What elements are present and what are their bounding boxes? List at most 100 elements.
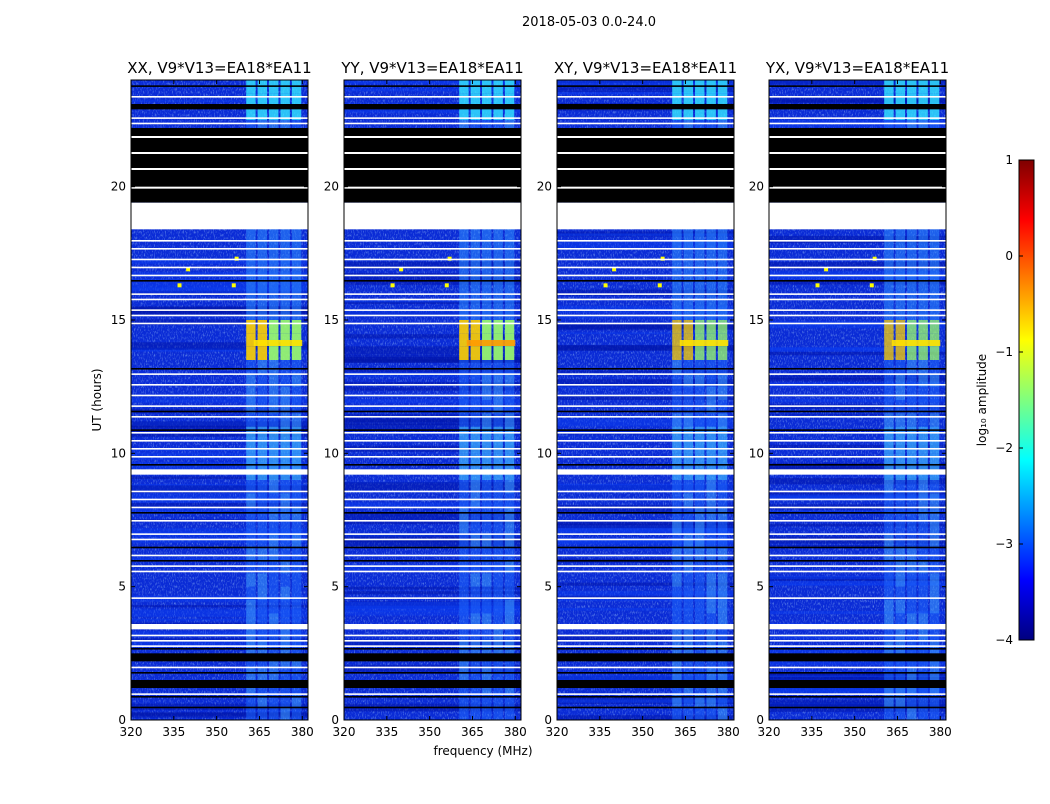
flag-line-black <box>131 672 308 674</box>
flagged-black <box>557 653 734 662</box>
time-band <box>769 80 946 85</box>
time-band <box>769 262 946 269</box>
rfi-segment <box>895 586 906 600</box>
flag-line-white <box>344 640 521 642</box>
flag-line-white <box>344 456 521 458</box>
flag-line-white <box>131 693 308 695</box>
time-band <box>769 544 946 547</box>
rfi-segment <box>695 360 705 374</box>
flag-line-white <box>557 322 734 325</box>
flag-line-white <box>344 506 521 509</box>
rfi-segment <box>884 520 894 534</box>
rfi-segment <box>672 453 682 467</box>
time-band <box>769 444 946 448</box>
panels-group: XX, V9*V13=EA18*EA11 320 335 350 365 380 0 5 10 1… <box>111 59 952 739</box>
rfi-segment <box>884 240 894 254</box>
flag-line-white <box>131 506 308 509</box>
y-tick-label: 5 <box>544 580 552 594</box>
rfi-segment <box>895 386 906 400</box>
time-band <box>557 84 734 91</box>
rfi-segment <box>470 440 481 454</box>
rfi-segment <box>918 440 928 454</box>
flag-line-white <box>344 394 521 397</box>
rfi-segment <box>504 413 515 427</box>
flag-line-white <box>131 122 308 125</box>
rfi-segment <box>482 320 492 334</box>
flagged-black <box>344 128 521 203</box>
rfi-segment <box>291 440 302 454</box>
rfi-segment <box>280 226 290 240</box>
flagged-white <box>769 624 946 630</box>
rfi-segment <box>929 480 940 494</box>
rfi-segment <box>929 413 940 427</box>
flag-line-white <box>769 533 946 535</box>
flag-line-white <box>344 384 521 386</box>
time-band <box>131 631 308 637</box>
x-tick-label: 365 <box>248 725 271 739</box>
rfi-segment <box>695 413 705 427</box>
rfi-segment <box>907 706 917 720</box>
rfi-segment <box>717 106 728 120</box>
flag-line-white <box>344 490 521 493</box>
flag-line-black <box>344 560 521 562</box>
flagged-black <box>557 104 734 110</box>
y-tick-label: 15 <box>537 313 552 327</box>
rfi-segment <box>683 386 694 400</box>
time-band <box>557 504 734 513</box>
time-band <box>131 100 308 102</box>
flag-line-white <box>557 634 734 637</box>
flagged-white <box>344 202 521 230</box>
rfi-segment <box>884 373 894 387</box>
rfi-segment <box>683 306 694 320</box>
rfi-segment <box>246 520 256 534</box>
rfi-segment <box>470 520 481 534</box>
flag-line-white <box>131 266 308 269</box>
rfi-segment <box>717 480 728 494</box>
rfi-segment <box>470 546 481 560</box>
rfi-spot <box>444 283 449 288</box>
rfi-segment <box>695 573 705 587</box>
rfi-segment <box>257 120 268 134</box>
rfi-segment <box>246 93 256 107</box>
rfi-segment <box>918 280 928 294</box>
rfi-segment <box>884 346 894 360</box>
rfi-segment <box>493 706 503 720</box>
flag-line-white <box>769 384 946 386</box>
rfi-segment <box>246 626 256 640</box>
flag-line-white <box>131 384 308 386</box>
rfi-segment <box>493 93 503 107</box>
flag-line-white <box>131 309 308 311</box>
rfi-segment <box>695 453 705 467</box>
rfi-segment <box>493 320 503 334</box>
rfi-segment <box>672 520 682 534</box>
flag-gap <box>557 186 734 189</box>
flagged-white <box>131 202 308 230</box>
rfi-segment <box>470 360 481 374</box>
panel-frame <box>130 79 309 721</box>
time-band <box>557 241 734 249</box>
rfi-segment <box>246 373 256 387</box>
flag-line-white <box>769 314 946 317</box>
time-band <box>769 351 946 356</box>
rfi-segment <box>493 600 503 614</box>
flag-line-white <box>131 258 308 261</box>
rfi-segment <box>683 346 694 360</box>
rfi-segment <box>717 453 728 467</box>
rfi-segment <box>695 600 705 614</box>
time-band <box>131 397 308 403</box>
rfi-segment <box>672 373 682 387</box>
rfi-segment <box>246 120 256 134</box>
flag-line-white <box>769 448 946 450</box>
time-band <box>557 90 734 93</box>
rfi-segment <box>470 480 481 494</box>
rfi-segment <box>482 120 492 134</box>
time-band <box>557 233 734 236</box>
rfi-segment <box>884 546 894 560</box>
y-tick-label: 0 <box>544 713 552 727</box>
rfi-segment <box>504 480 515 494</box>
rfi-segment <box>470 226 481 240</box>
rfi-segment <box>246 480 256 494</box>
flagged-white <box>557 202 734 230</box>
rfi-segment <box>269 586 279 600</box>
rfi-segment <box>929 360 940 374</box>
